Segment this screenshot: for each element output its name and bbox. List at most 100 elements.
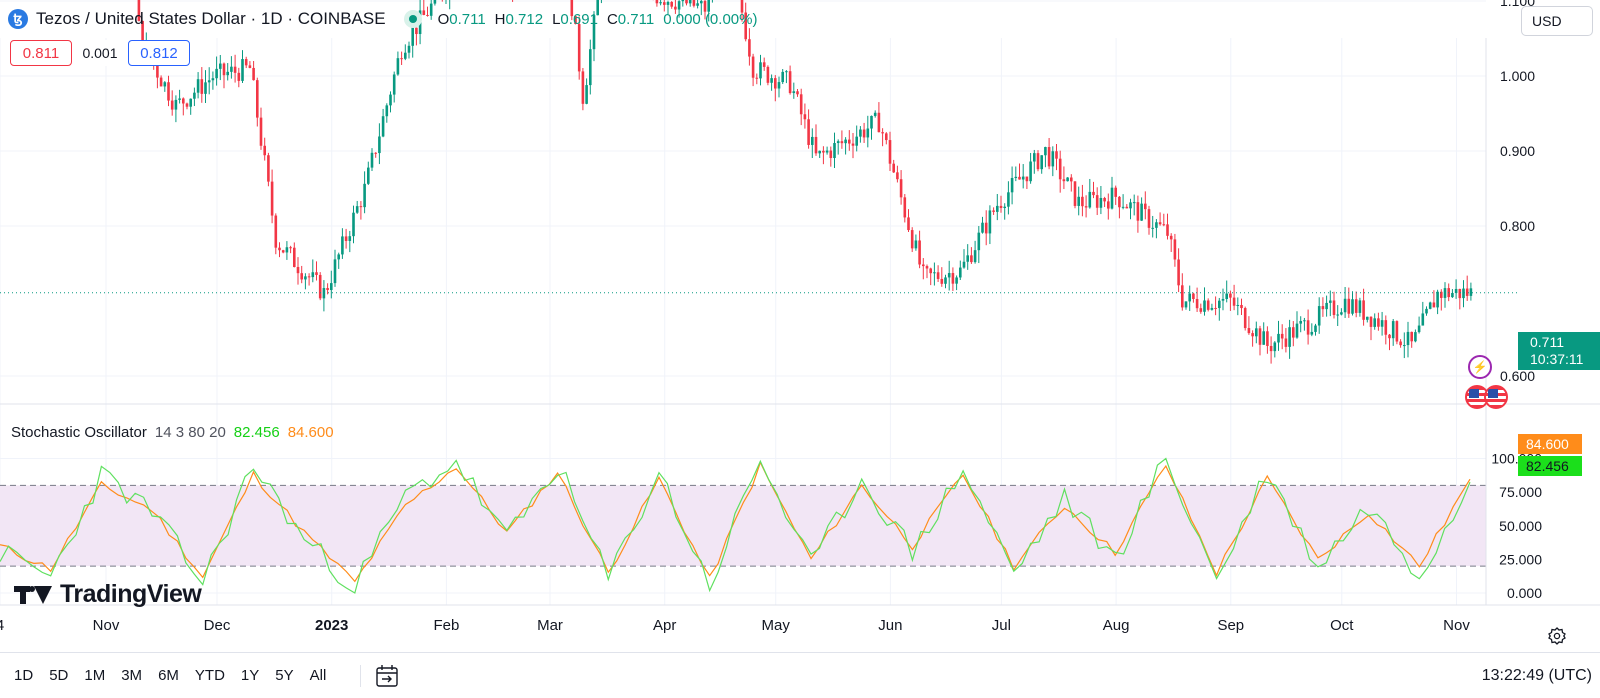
candle [182,97,185,116]
candle [1395,320,1399,345]
candle [1321,297,1325,317]
candle [1306,309,1310,345]
x-tick-label: May [762,617,791,634]
candle-body [355,206,359,213]
candle-body [833,143,836,159]
candle-body [189,98,192,107]
candle-body [1462,288,1465,299]
range-ytd-button[interactable]: YTD [194,667,225,684]
candle [973,240,977,264]
candle-body [903,197,907,218]
candle-body [222,63,226,76]
range-6m-button[interactable]: 6M [158,667,179,684]
x-tick-label: Jul [992,617,1011,634]
candle-body [1103,197,1106,202]
candle-body [703,0,707,12]
candle [792,82,796,99]
candle [740,0,744,22]
candle [1414,329,1417,343]
candle-body [1088,191,1092,208]
chart-title[interactable]: Tezos / United States Dollar · 1D · COIN… [36,9,386,28]
candle-body [988,210,992,234]
candle-body [1269,345,1273,352]
candle [988,205,992,245]
candle-body [167,82,170,101]
range-5y-button[interactable]: 5Y [275,667,294,684]
candle-body [918,240,921,265]
candle [1458,288,1462,310]
candle [170,90,174,116]
range-1m-button[interactable]: 1M [84,667,106,684]
candle-body [385,105,389,117]
candle-body [1177,259,1180,286]
candle-body [1314,325,1317,332]
candle-body [200,79,204,94]
lightning-icon[interactable]: ⚡ [1468,355,1492,379]
candle [407,41,411,59]
range-3m-button[interactable]: 3M [121,667,143,684]
candle-body [333,259,337,284]
ohlc-open-label: O [437,10,450,28]
candle [1391,318,1395,346]
candle [389,91,392,113]
candle-body [836,141,840,144]
candle [807,109,810,149]
candle [1121,194,1125,210]
candle-body [137,0,141,21]
candle-body [322,288,326,299]
candle-body [1414,332,1417,342]
candle-body [1003,206,1006,209]
candle-body [977,232,981,251]
candle [1410,331,1413,348]
candle-body [970,255,973,263]
candle [278,242,281,258]
chart-canvas[interactable]: 4 Nov Dec 2023 Feb Mar Apr May Jun Jul Aug Sep Oct No… [0,0,1600,652]
calendar-goto-icon[interactable] [374,663,400,689]
candle [219,54,222,81]
candle [1062,166,1066,190]
osc-y-tick-label: 0.000 [1507,585,1542,601]
oscillator-legend[interactable]: Stochastic Oscillator 14 3 80 20 82.456 … [11,424,334,441]
candle-body [348,236,352,241]
sell-button[interactable]: 0.811 [10,40,72,66]
candle-body [1284,338,1288,347]
currency-select[interactable]: USD [1521,6,1593,36]
utc-clock[interactable]: 13:22:49 (UTC) [1481,667,1592,684]
candle-body [1218,300,1221,309]
candle [659,0,662,6]
candle [811,128,814,159]
range-buttons: 1D 5D 1M 3M 6M YTD 1Y 5Y All [8,663,332,688]
market-status-icon[interactable] [403,10,422,28]
us-flag-icon[interactable] [1484,385,1508,409]
tradingview-logo[interactable]: TradingView [14,580,202,609]
candle [762,57,766,71]
candle [1428,301,1432,310]
candle [285,241,289,260]
candle-body [193,92,196,99]
candle-body [233,66,237,73]
range-1y-button[interactable]: 1Y [240,667,260,684]
range-5d-button[interactable]: 5D [49,667,69,684]
candle [244,56,248,69]
candle-body [1014,176,1018,178]
candle-body [1310,331,1314,335]
candle-body [1454,288,1458,294]
candle-body [1325,302,1328,310]
candle [1421,301,1425,326]
candle-body [907,217,910,231]
candle-body [577,24,581,72]
gear-icon[interactable] [1547,626,1567,646]
candle [1443,282,1447,308]
candle-body [378,136,381,154]
candle-body [163,82,167,87]
candle-body [1421,313,1425,326]
candle-body [1247,328,1251,334]
candle-body [829,150,833,159]
candle-body [585,85,588,104]
buy-button[interactable]: 0.812 [128,40,190,66]
range-all-button[interactable]: All [309,667,327,684]
range-1d-button[interactable]: 1D [14,667,34,684]
candle-body [1306,320,1310,335]
candle [1299,316,1302,333]
candle [677,0,681,18]
